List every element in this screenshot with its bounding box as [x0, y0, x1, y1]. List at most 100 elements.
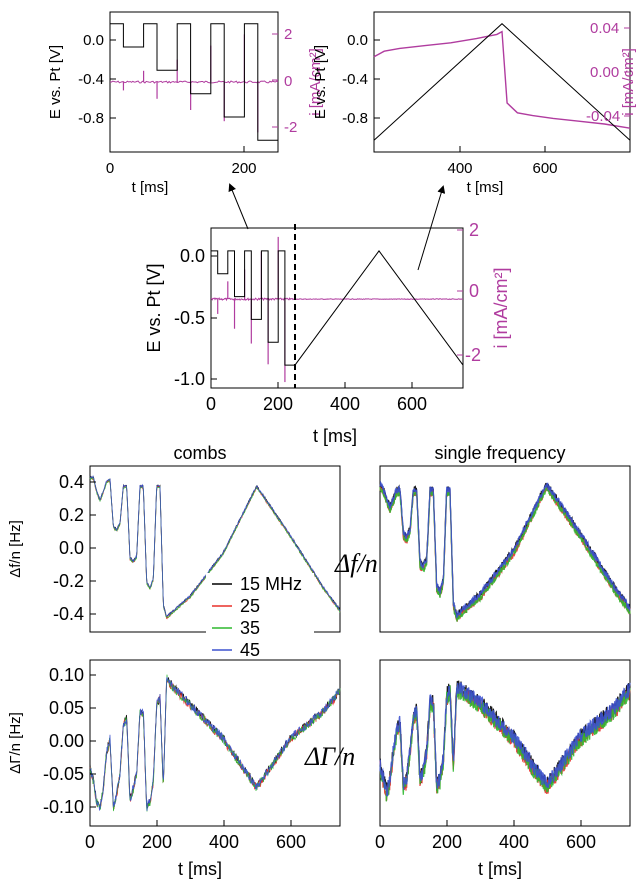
main-y2tick: 2 [469, 220, 479, 240]
inset-right-xtick: 600 [532, 160, 557, 177]
arrow-to-left-inset [228, 183, 249, 230]
single-dg-xtick: 0 [375, 832, 385, 852]
combs-dg-xtick: 400 [209, 832, 239, 852]
inset-left-y2tick: -2 [284, 119, 297, 136]
dg-symbol: ΔΓ/n [304, 742, 355, 771]
inset-right-ytick: -0.8 [342, 110, 368, 127]
combs-dg-plot [89, 674, 341, 812]
main-plot [210, 224, 464, 388]
inset-right-chart: 400 600 0.0 -0.4 -0.8 0.04 0.00 -0.04 t … [312, 11, 631, 196]
main-y2label: i [mA/cm²] [491, 268, 511, 349]
df-symbol: Δf/n [334, 549, 378, 578]
combs-df-ytick: 0.4 [59, 472, 84, 492]
combs-df-ytick: -0.4 [53, 604, 84, 624]
combs-dg-xtick: 600 [276, 832, 306, 852]
main-y2tick: 0 [469, 281, 479, 301]
combs-df-plot [89, 475, 341, 620]
inset-left-plot [109, 23, 279, 141]
series-45 [89, 677, 341, 811]
single-dg-chart: 0 200 400 600 t [ms] [375, 659, 631, 879]
series-45 [379, 480, 631, 619]
series-35 [379, 684, 631, 802]
inset-right-plot [373, 23, 631, 141]
inset-left-y2tick: 2 [284, 26, 292, 43]
inset-right-ytick: -0.4 [342, 71, 368, 88]
main-xtick: 200 [263, 394, 293, 414]
series-25 [379, 686, 631, 802]
single-dg-xtick: 600 [566, 832, 596, 852]
potential-trace [211, 250, 464, 366]
inset-left-ylabel: E vs. Pt [V] [47, 45, 64, 119]
inset-left-y2label: i [mA/cm²] [307, 48, 324, 116]
main-potential-chart: 0 200 400 600 0.0 -0.5 -1.0 2 0 -2 t [ms… [144, 220, 511, 446]
inset-right-y2label: i [mA/cm²] [620, 48, 637, 116]
combs-df-ytick: 0.0 [59, 538, 84, 558]
inset-right-y2tick: 0.04 [590, 20, 619, 37]
inset-right-xlabel: t [ms] [467, 179, 504, 196]
inset-left-chart: 0 200 0.0 -0.4 -0.8 2 0 -2 t [ms] E vs. … [47, 11, 324, 196]
single-dg-plot [379, 680, 631, 802]
potential-trace [110, 23, 278, 141]
single-dg-xlabel: t [ms] [478, 859, 522, 879]
single-df-chart [379, 465, 631, 633]
inset-right-ytick: 0.0 [347, 32, 368, 49]
main-xtick: 400 [330, 394, 360, 414]
legend-item: 15 MHz [240, 574, 302, 594]
inset-left-y2tick: 0 [284, 73, 292, 90]
combs-dg-xtick: 200 [142, 832, 172, 852]
single-df-plot [379, 480, 631, 622]
combs-df-ytick: -0.2 [53, 571, 84, 591]
main-y2tick: -2 [465, 345, 481, 365]
inset-left-xtick: 0 [106, 160, 114, 177]
potential-trace [373, 23, 631, 141]
combs-df-ylabel: Δf/n [Hz] [7, 520, 24, 578]
series-35 [89, 476, 341, 618]
combs-dg-ytick: -0.10 [43, 797, 84, 817]
combs-dg-ylabel: ΔΓ/n [Hz] [7, 712, 24, 774]
single-dg-xtick: 200 [432, 832, 462, 852]
inset-left-ytick: -0.4 [78, 71, 104, 88]
legend-item: 45 [240, 640, 260, 660]
inset-right-frame [373, 11, 631, 153]
combs-df-ytick: 0.2 [59, 505, 84, 525]
legend: 15 MHz 25 35 45 [206, 573, 314, 660]
current-trace [109, 80, 279, 84]
combs-title: combs [173, 443, 226, 463]
combs-dg-ytick: 0.00 [49, 731, 84, 751]
main-ylabel: E vs. Pt [V] [144, 263, 164, 352]
single-dg-frame [379, 659, 631, 827]
combs-dg-chart: 0 200 400 600 0.10 0.05 0.00 -0.05 -0.10… [7, 659, 341, 879]
single-df-frame [379, 465, 631, 633]
legend-item: 35 [240, 618, 260, 638]
combs-dg-ytick: -0.05 [43, 764, 84, 784]
legend-item: 25 [240, 596, 260, 616]
single-title: single frequency [434, 443, 565, 463]
single-dg-xtick: 400 [499, 832, 529, 852]
main-xlabel: t [ms] [313, 426, 357, 446]
main-ytick: 0.0 [180, 246, 205, 266]
current-trace [373, 30, 631, 129]
main-xtick: 600 [397, 394, 427, 414]
combs-df-chart: 0.4 0.2 0.0 -0.2 -0.4 Δf/n [Hz] 15 MHz 2… [7, 465, 341, 660]
main-frame [210, 227, 464, 389]
inset-right-ylabel: E vs. Pt [V] [312, 45, 329, 119]
combs-dg-frame [89, 659, 341, 827]
combs-dg-ytick: 0.10 [49, 665, 84, 685]
inset-left-xtick: 200 [231, 160, 256, 177]
series-45 [89, 475, 341, 617]
current-trace [210, 297, 463, 302]
combs-dg-xlabel: t [ms] [178, 859, 222, 879]
inset-right-xtick: 400 [447, 160, 472, 177]
combs-dg-xtick: 0 [85, 832, 95, 852]
main-ytick: -0.5 [174, 308, 205, 328]
series-45 [379, 682, 631, 797]
inset-right-y2tick: -0.04 [586, 108, 620, 125]
inset-left-ytick: -0.8 [78, 110, 104, 127]
combs-dg-ytick: 0.05 [49, 698, 84, 718]
inset-left-ytick: 0.0 [83, 32, 104, 49]
inset-right-y2tick: 0.00 [590, 64, 619, 81]
main-ytick: -1.0 [174, 369, 205, 389]
inset-left-xlabel: t [ms] [132, 179, 169, 196]
main-xtick: 0 [206, 394, 216, 414]
